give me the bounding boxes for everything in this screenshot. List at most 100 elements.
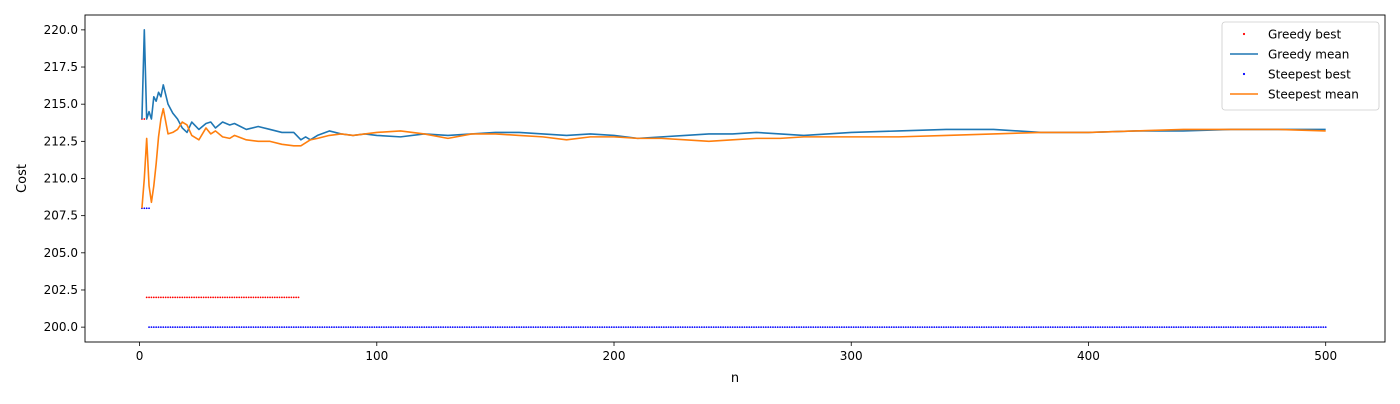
data-point-2-455	[1218, 326, 1220, 329]
data-point-2-136	[461, 326, 464, 329]
data-point-2-113	[406, 326, 409, 329]
data-point-2-399	[1085, 326, 1087, 329]
data-point-0-6	[155, 296, 158, 299]
data-point-2-109	[397, 326, 400, 329]
data-point-2-87	[345, 326, 347, 329]
data-point-2-101	[378, 326, 381, 329]
data-point-2-39	[231, 326, 233, 329]
series-line-3	[141, 107, 1326, 209]
data-point-0-50	[259, 296, 262, 299]
data-point-2-244	[717, 326, 720, 329]
data-point-0-22	[193, 296, 196, 299]
data-point-2-49	[254, 326, 257, 329]
data-point-2-416	[1125, 326, 1128, 329]
data-point-2-55	[269, 326, 271, 329]
data-point-2-51	[259, 326, 262, 329]
data-point-0-37	[228, 296, 231, 299]
data-point-2-322	[902, 326, 905, 329]
data-point-2-417	[1127, 326, 1130, 329]
y-tick-label-2: 205.0	[44, 246, 78, 260]
data-point-2-63	[288, 326, 290, 329]
data-point-2-77	[321, 326, 324, 329]
data-point-2-349	[966, 326, 969, 329]
data-point-2-140	[470, 326, 473, 329]
data-point-2-188	[584, 326, 587, 329]
data-point-0-12	[169, 296, 172, 299]
data-point-0-11	[167, 296, 169, 299]
x-tick-label-2: 200	[603, 349, 626, 363]
data-point-2-250	[731, 326, 734, 329]
data-point-0-3	[148, 296, 150, 299]
data-point-0-34	[221, 296, 224, 299]
data-point-0-45	[247, 296, 250, 299]
data-point-2-390	[1063, 326, 1066, 329]
data-point-2-123	[430, 326, 433, 329]
data-point-0-9	[162, 296, 165, 299]
data-point-2-47	[250, 326, 252, 329]
data-point-2-464	[1239, 326, 1242, 329]
x-tick-label-4: 400	[1077, 349, 1100, 363]
legend: Greedy best Greedy mean Steepest best Steep…	[1221, 21, 1380, 111]
data-point-2-267	[772, 326, 774, 329]
data-point-0-63	[290, 296, 293, 299]
legend-label-1: Greedy mean	[1268, 48, 1349, 62]
data-point-2-58	[276, 326, 279, 329]
data-point-2-296	[840, 326, 843, 329]
data-point-2-333	[928, 326, 931, 329]
data-point-2-62	[285, 326, 288, 329]
data-point-2-146	[485, 326, 487, 329]
data-point-2-4	[148, 326, 150, 329]
data-point-2-18	[181, 326, 184, 329]
data-point-2-498	[1320, 326, 1322, 329]
data-point-0-10	[164, 296, 167, 299]
data-point-2-396	[1078, 326, 1080, 329]
data-point-2-72	[309, 326, 312, 329]
data-point-2-48	[252, 326, 255, 329]
data-point-2-290	[826, 326, 829, 329]
data-point-2-433	[1165, 326, 1168, 329]
data-point-2-252	[736, 326, 739, 329]
data-point-2-324	[907, 326, 910, 329]
data-point-2-195	[601, 326, 604, 329]
data-point-2-323	[904, 326, 907, 329]
data-point-2-232	[689, 326, 691, 329]
data-point-2-30	[209, 326, 212, 329]
x-tick-label-0: 0	[136, 349, 144, 363]
data-point-2-291	[828, 326, 831, 329]
data-point-2-476	[1267, 326, 1270, 329]
data-point-2-412	[1116, 326, 1118, 329]
data-point-2-422	[1139, 326, 1142, 329]
data-point-2-189	[587, 326, 589, 329]
data-point-2-103	[383, 326, 385, 329]
data-point-2-170	[541, 326, 544, 329]
data-point-2-85	[340, 326, 343, 329]
data-point-0-36	[226, 296, 229, 299]
data-point-2-490	[1301, 326, 1303, 329]
data-point-2-410	[1111, 326, 1114, 329]
data-point-2-65	[292, 326, 295, 329]
data-point-2-340	[945, 326, 948, 329]
data-point-2-217	[653, 326, 656, 329]
data-point-2-75	[316, 326, 319, 329]
data-point-2-70	[304, 326, 307, 329]
data-point-2-467	[1246, 326, 1249, 329]
data-point-2-445	[1194, 326, 1197, 329]
data-point-2-138	[466, 326, 468, 329]
data-point-2-64	[290, 326, 293, 329]
data-point-0-15	[176, 296, 179, 299]
data-point-2-386	[1054, 326, 1057, 329]
y-tick-label-5: 212.5	[44, 134, 78, 148]
data-point-2-387	[1056, 326, 1059, 329]
data-point-2-190	[589, 326, 592, 329]
data-point-2-14	[171, 326, 174, 329]
y-tick-label-1: 202.5	[44, 283, 78, 297]
data-point-0-39	[233, 296, 236, 299]
data-point-0-5	[152, 296, 155, 299]
data-point-2-80	[328, 326, 331, 329]
data-point-2-108	[394, 326, 397, 329]
data-point-2-477	[1270, 326, 1273, 329]
data-point-2-294	[836, 326, 838, 329]
data-point-2-346	[959, 326, 962, 329]
data-point-2-42	[238, 326, 241, 329]
data-point-2-60	[281, 326, 283, 329]
